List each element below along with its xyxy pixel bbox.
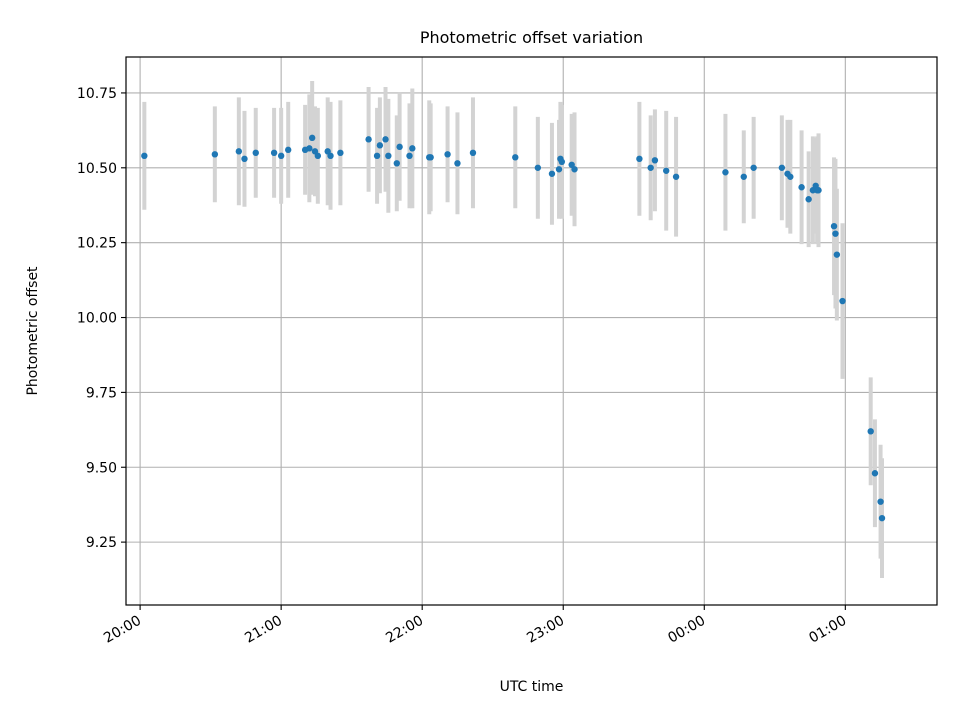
- y-axis-label: Photometric offset: [25, 266, 41, 396]
- data-point: [877, 498, 884, 505]
- data-point: [832, 230, 839, 237]
- data-point: [444, 151, 451, 158]
- data-point: [672, 173, 680, 180]
- data-point: [382, 136, 389, 143]
- data-point: [241, 155, 248, 163]
- data-point: [285, 146, 292, 154]
- data-point: [740, 173, 747, 180]
- data-point: [571, 166, 578, 173]
- data-point: [277, 152, 285, 160]
- y-tick-label: 10.00: [77, 311, 117, 327]
- y-tick-label: 9.50: [86, 460, 117, 476]
- data-point: [798, 184, 805, 191]
- data-point: [833, 251, 841, 258]
- data-point: [337, 149, 344, 157]
- data-point: [534, 164, 542, 171]
- data-point: [867, 428, 874, 435]
- data-point: [555, 166, 563, 173]
- data-point: [878, 514, 886, 522]
- y-tick-label: 9.75: [86, 385, 117, 401]
- data-point: [512, 154, 519, 161]
- data-point: [314, 152, 322, 160]
- data-point: [373, 152, 381, 160]
- y-tick-label: 10.75: [77, 86, 117, 102]
- data-point: [406, 152, 413, 160]
- data-point: [270, 149, 278, 157]
- data-point: [211, 151, 219, 158]
- data-point: [454, 160, 461, 167]
- data-point: [308, 134, 316, 142]
- data-point: [778, 164, 786, 171]
- data-point: [409, 145, 416, 152]
- y-tick-label: 10.25: [77, 236, 117, 252]
- data-point: [252, 149, 259, 157]
- data-point: [871, 470, 879, 477]
- y-tick-label: 10.50: [77, 161, 117, 177]
- data-point: [427, 154, 434, 161]
- data-points: [141, 134, 886, 522]
- data-point: [722, 169, 729, 176]
- data-point: [141, 152, 148, 160]
- data-point: [558, 158, 566, 166]
- data-point: [815, 187, 822, 194]
- y-tick-label: 9.25: [86, 535, 117, 551]
- data-point: [385, 152, 392, 160]
- data-point: [469, 149, 477, 157]
- data-point: [306, 145, 313, 152]
- data-point: [750, 164, 757, 171]
- data-point: [662, 167, 670, 174]
- data-point: [327, 152, 334, 160]
- data-point: [647, 164, 654, 171]
- data-point: [805, 196, 812, 203]
- data-point: [636, 155, 643, 163]
- data-point: [376, 142, 384, 149]
- data-point: [830, 222, 838, 230]
- data-point: [651, 157, 659, 164]
- plot-frame: [125, 56, 938, 606]
- data-point: [393, 160, 401, 167]
- data-point: [787, 173, 794, 180]
- data-point: [235, 148, 243, 155]
- data-point: [839, 297, 846, 305]
- data-point: [396, 143, 403, 151]
- chart-title: Photometric offset variation: [420, 28, 643, 47]
- x-axis-label: UTC time: [500, 679, 564, 695]
- data-point: [548, 170, 556, 177]
- y-axis-ticks: 9.25 9.50 9.75 10.00 10.25 10.50 10.75: [77, 86, 126, 551]
- data-point: [365, 136, 372, 143]
